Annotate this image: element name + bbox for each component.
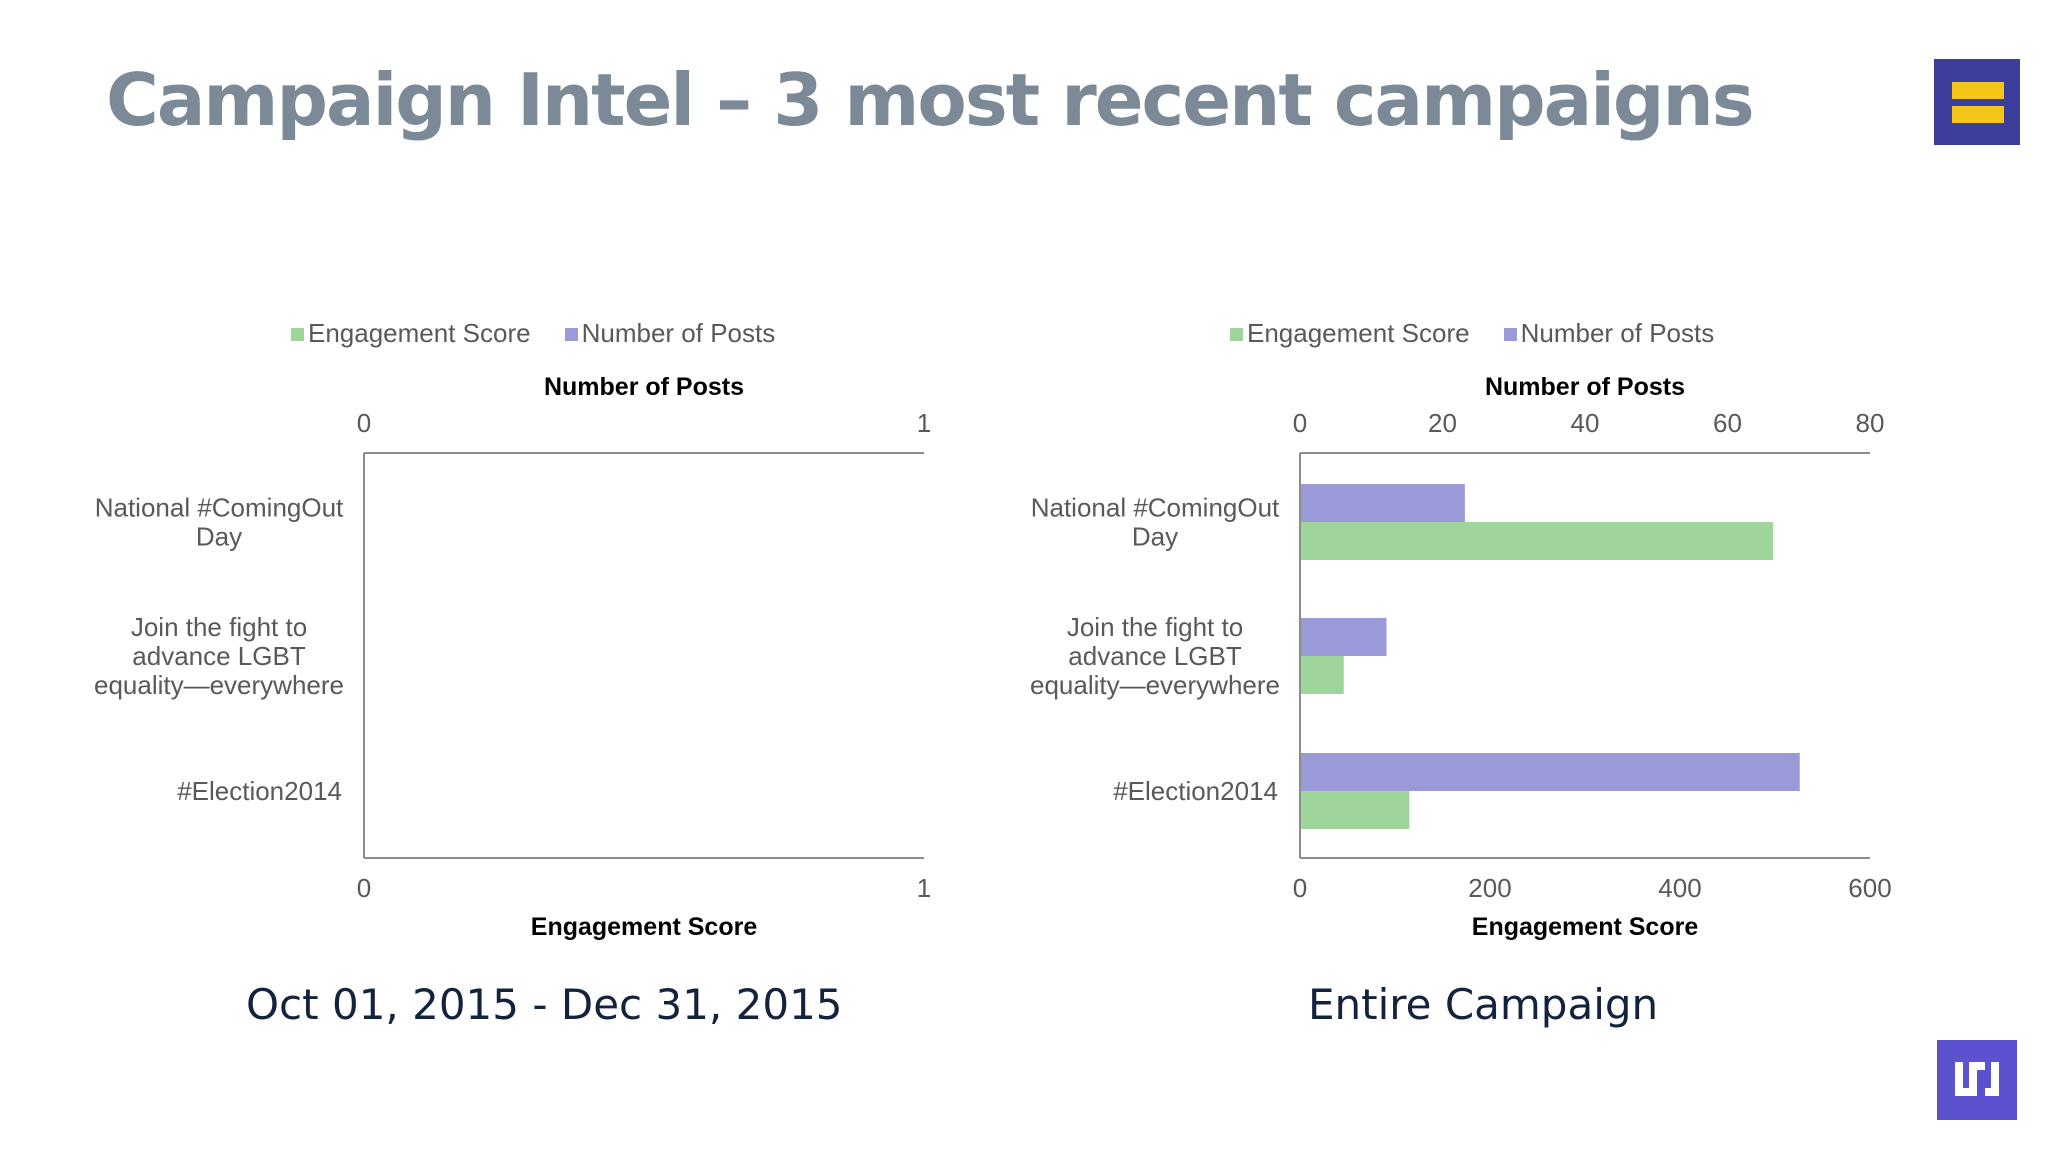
legend-label-engagement: Engagement Score [1247,318,1470,348]
brand-logo-icon [1937,1040,2017,1120]
legend-label-engagement: Engagement Score [308,318,531,348]
legend-swatch-posts [564,328,578,341]
category-label: #Election2014 [1113,776,1278,806]
bottom-axis-title: Engagement Score [531,913,758,941]
chart-entire-campaign: Number of Posts Engagement Score 0 20 40 60 80… [1030,373,1892,941]
logo-bar-bottom [1952,106,2004,123]
legend-swatch-engagement [291,328,304,341]
legend-item-posts: Number of Posts [1503,318,1715,348]
equality-logo-icon [1934,59,2020,145]
chart-recent-period: Number of Posts Engagement Score 0 1 0 1 Natio… [94,373,931,941]
bar-engagement-score [1301,791,1410,829]
category-label: equality—everywhere [94,670,344,700]
top-axis-title: Number of Posts [1485,373,1685,401]
bottom-tick-label: 200 [1468,873,1511,903]
legend-item-engagement: Engagement Score [291,318,531,348]
top-tick-label: 1 [917,408,931,438]
top-tick-label: 0 [1293,408,1307,438]
top-tick-label: 40 [1571,408,1600,438]
bottom-tick-label: 600 [1848,873,1891,903]
category-label: advance LGBT [1068,641,1242,671]
page-title: Campaign Intel – 3 most recent campaigns [106,58,1755,142]
bottom-axis-title: Engagement Score [1472,913,1699,941]
legend-item-posts: Number of Posts [564,318,776,348]
category-label: National #ComingOut [1031,493,1280,523]
bottom-tick-label: 0 [357,873,371,903]
category-label: Day [1132,522,1178,552]
category-label: National #ComingOut [95,493,344,523]
legend-swatch-engagement [1230,328,1243,341]
chart2-legend: Engagement Score Number of Posts [1230,318,1748,349]
legend-item-engagement: Engagement Score [1230,318,1470,348]
bottom-tick-label: 0 [1293,873,1307,903]
category-label: equality—everywhere [1030,670,1280,700]
bar-number-of-posts [1301,618,1387,656]
top-tick-label: 60 [1713,408,1742,438]
legend-swatch-posts [1503,328,1517,341]
top-axis-title: Number of Posts [544,373,744,401]
category-label: #Election2014 [177,776,342,806]
bar-engagement-score [1301,522,1774,560]
category-label: Day [196,522,242,552]
chart1-caption: Oct 01, 2015 - Dec 31, 2015 [246,980,843,1029]
category-label: Join the fight to [131,612,307,642]
category-label: Join the fight to [1067,612,1243,642]
top-tick-label: 20 [1428,408,1457,438]
category-label: advance LGBT [132,641,306,671]
chart2-caption: Entire Campaign [1308,980,1659,1029]
bar-engagement-score [1301,656,1344,694]
bottom-tick-label: 400 [1658,873,1701,903]
bar-number-of-posts [1301,753,1800,791]
legend-label-posts: Number of Posts [1520,318,1715,348]
top-tick-label: 80 [1856,408,1885,438]
chart1-legend: Engagement Score Number of Posts [291,318,809,349]
bottom-tick-label: 1 [917,873,931,903]
bar-number-of-posts [1301,484,1465,522]
logo-bar-top [1952,82,2004,99]
legend-label-posts: Number of Posts [581,318,776,348]
brand-logo-glyph [1955,1062,1999,1096]
top-tick-label: 0 [357,408,371,438]
